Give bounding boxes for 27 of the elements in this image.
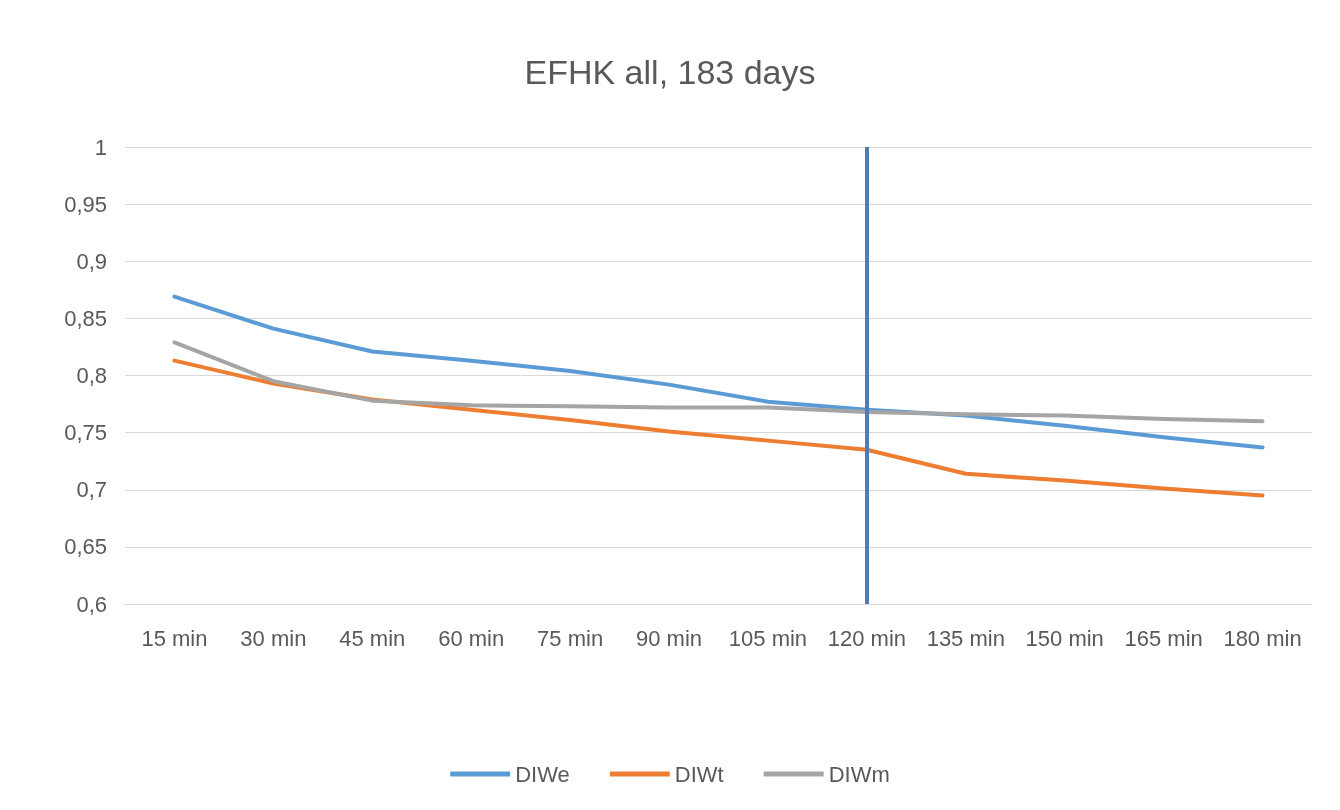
x-tick-label: 105 min: [728, 625, 808, 651]
x-tick-label: 60 min: [438, 625, 505, 651]
y-tick-label: 0,8: [76, 363, 107, 388]
line-series: [172, 294, 1265, 450]
y-tick-label: 0,6: [76, 591, 107, 617]
chart-title: EFHK all, 183 days: [524, 53, 816, 91]
y-tick-label: 0,75: [64, 420, 107, 446]
x-tick-label: 150 min: [1025, 625, 1104, 651]
y-tick-label: 1: [94, 134, 107, 160]
x-tick-label: 180 min: [1223, 625, 1302, 651]
x-tick-label: 165 min: [1124, 625, 1203, 651]
y-tick-label: 0,95: [64, 191, 107, 217]
legend-label: DIWe: [515, 761, 570, 787]
legend-label: DIWt: [674, 761, 724, 787]
x-tick-label: 120 min: [827, 625, 907, 651]
x-tick-label: 15 min: [141, 625, 208, 651]
y-tick-label: 0,9: [76, 248, 107, 274]
x-tick-label: 90 min: [636, 625, 703, 651]
legend-label: DIWm: [828, 761, 890, 787]
y-tick-label: 0,65: [64, 534, 107, 560]
x-tick-label: 75 min: [537, 625, 604, 651]
y-tick-label: 0,85: [64, 305, 107, 331]
line-series: [172, 340, 1265, 424]
x-tick-label: 30 min: [240, 625, 307, 651]
x-tick-label: 135 min: [926, 625, 1005, 651]
x-tick-label: 45 min: [339, 625, 406, 651]
y-tick-label: 0,7: [76, 477, 107, 503]
